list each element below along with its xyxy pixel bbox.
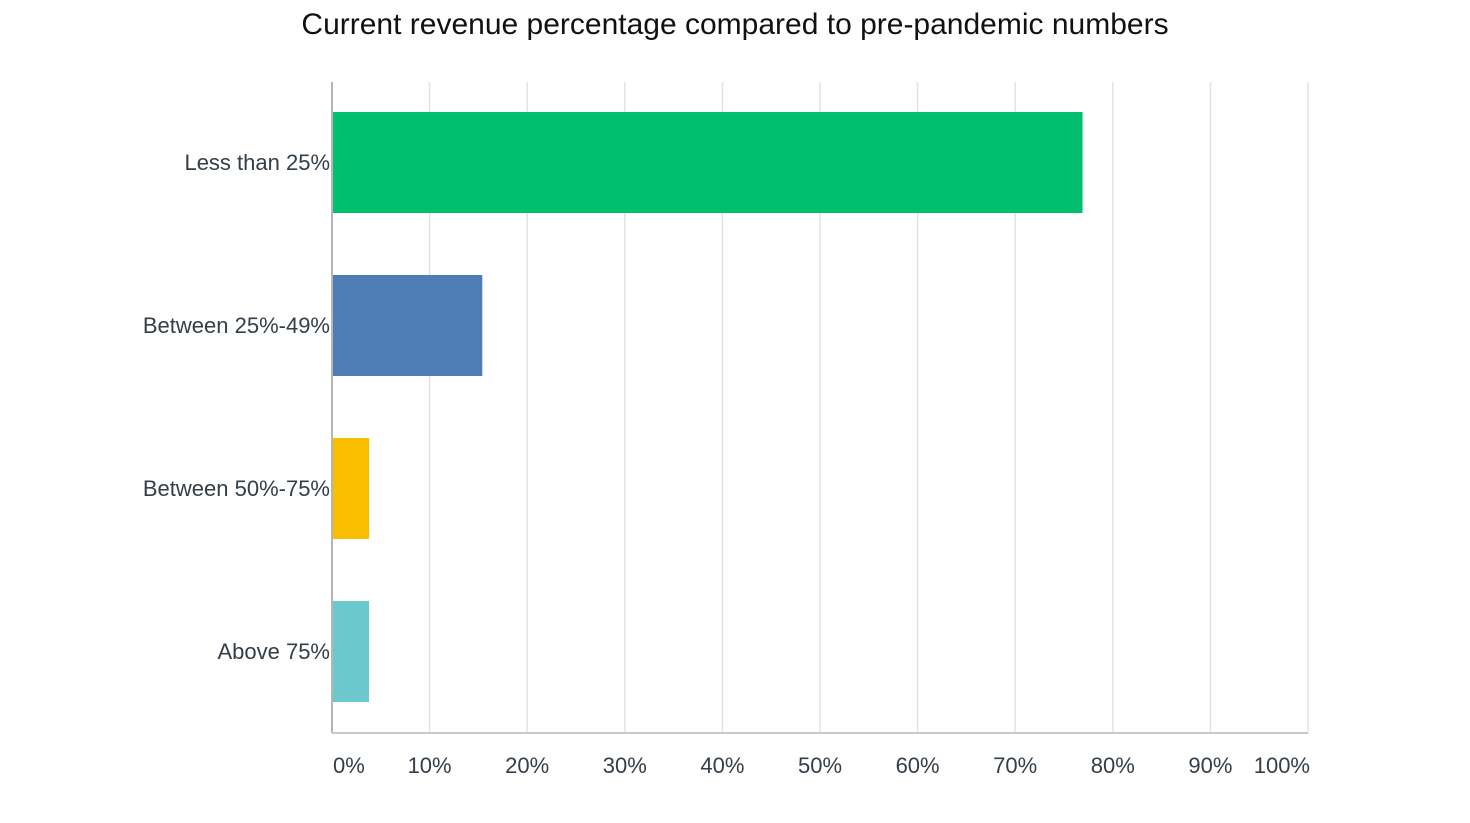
x-tick-labels: 0% 10% 20% 30% 40% 50% 60% 70% 80% 90% 100% <box>333 753 1310 778</box>
x-tick-label: 60% <box>896 753 940 778</box>
bar-between-25-49 <box>332 275 483 376</box>
x-tick-label: 80% <box>1091 753 1135 778</box>
x-tick-label: 40% <box>700 753 744 778</box>
x-tick-label: 30% <box>603 753 647 778</box>
x-tick-label: 70% <box>993 753 1037 778</box>
x-tick-label: 20% <box>505 753 549 778</box>
bar-between-50-75 <box>332 438 370 539</box>
x-tick-label: 10% <box>408 753 452 778</box>
category-label: Less than 25% <box>184 150 330 175</box>
category-label: Between 25%-49% <box>143 313 330 338</box>
x-tick-label: 90% <box>1188 753 1232 778</box>
category-label: Above 75% <box>217 639 330 664</box>
x-tick-label: 0% <box>333 753 365 778</box>
x-tick-label: 100% <box>1254 753 1310 778</box>
category-label: Between 50%-75% <box>143 476 330 501</box>
axes <box>331 82 1308 734</box>
x-tick-label: 50% <box>798 753 842 778</box>
category-labels: Less than 25% Between 25%-49% Between 50%-… <box>143 150 330 664</box>
bar-less-than-25 <box>332 112 1083 213</box>
chart-title: Current revenue percentage compared to p… <box>301 8 1169 41</box>
bar-above-75 <box>332 601 370 702</box>
bars <box>332 112 1083 702</box>
